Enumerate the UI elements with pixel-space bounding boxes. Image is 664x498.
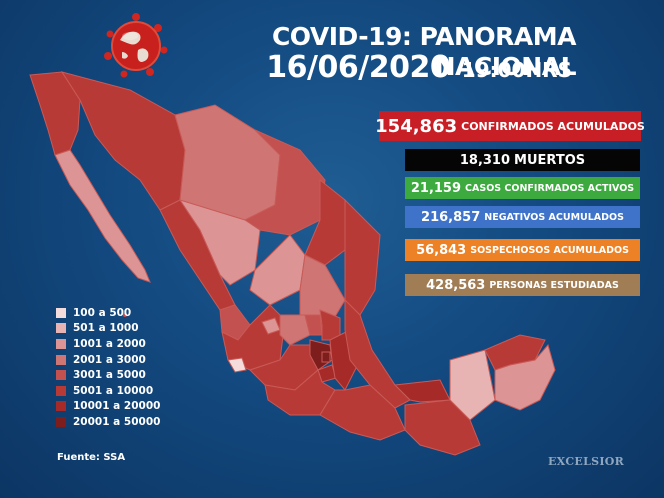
legend-item: 2001 a 3000 xyxy=(56,352,206,368)
state-quintana-roo xyxy=(494,343,556,411)
legend-swatch xyxy=(56,323,66,334)
state-colima xyxy=(227,357,247,373)
state-baja-california-sur xyxy=(54,149,151,283)
map-legend: 100 a 500 501 a 1000 1001 a 2000 2001 a 300… xyxy=(56,305,206,430)
legend-swatch xyxy=(56,416,66,427)
source-note: Fuente: SSA xyxy=(57,452,126,463)
legend-item: 501 a 1000 xyxy=(56,321,206,337)
legend-label: 20001 a 50000 xyxy=(73,415,161,428)
state-guanajuato xyxy=(279,314,311,346)
mexico-map xyxy=(0,60,600,460)
state-hidalgo xyxy=(319,309,341,341)
legend-label: 100 a 500 xyxy=(73,306,132,319)
legend-item: 5001 a 10000 xyxy=(56,383,206,399)
state-tabasco xyxy=(393,379,451,403)
report-time: 19:00HRS xyxy=(461,58,572,82)
legend-item: 10001 a 20000 xyxy=(56,399,206,415)
legend-swatch xyxy=(56,401,66,412)
page-title: COVID-19: PANORAMA NACIONAL xyxy=(271,22,577,81)
legend-label: 2001 a 3000 xyxy=(73,353,146,366)
legend-label: 3001 a 5000 xyxy=(73,369,146,382)
state-cdmx xyxy=(321,351,331,363)
state-campeche xyxy=(449,349,496,421)
legend-label: 5001 a 10000 xyxy=(73,384,154,397)
date-line: 16/06/2020 19:00HRS xyxy=(220,50,572,90)
legend-label: 10001 a 20000 xyxy=(73,400,161,413)
brand-logo: EXCELSIOR xyxy=(548,455,625,468)
state-tamaulipas xyxy=(344,198,381,316)
state-durango xyxy=(178,199,261,286)
legend-item: 3001 a 5000 xyxy=(56,367,206,383)
state-coahuila xyxy=(244,129,326,236)
legend-label: 1001 a 2000 xyxy=(73,337,146,350)
legend-item: 20001 a 50000 xyxy=(56,414,206,430)
legend-swatch xyxy=(56,354,66,365)
legend-item: 100 a 500 xyxy=(56,305,206,321)
state-veracruz xyxy=(344,298,411,409)
legend-swatch xyxy=(56,370,66,381)
legend-item: 1001 a 2000 xyxy=(56,336,206,352)
legend-swatch xyxy=(56,307,66,318)
legend-swatch xyxy=(56,338,66,349)
legend-swatch xyxy=(56,385,66,396)
report-date: 16/06/2020 xyxy=(266,50,451,85)
globe-virus-icon xyxy=(100,12,172,82)
legend-label: 501 a 1000 xyxy=(73,322,139,335)
